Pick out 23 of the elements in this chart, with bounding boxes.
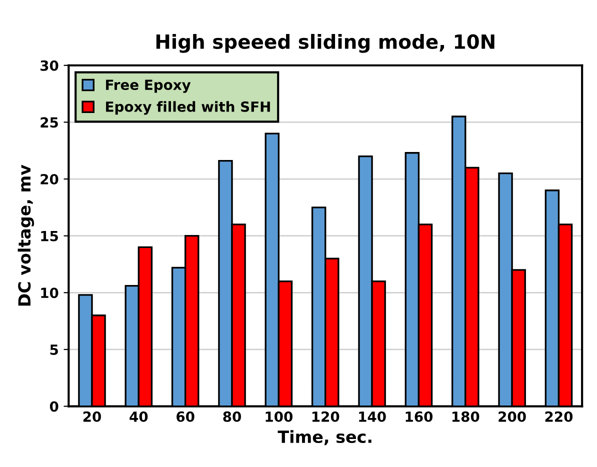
x-tick-label: 200 — [498, 411, 526, 422]
x-tick-label: 100 — [266, 411, 293, 422]
y-axis-title: DC voltage, mv — [18, 164, 34, 306]
x-tick-label: 140 — [359, 411, 386, 422]
x-tick-label: 60 — [176, 411, 194, 422]
y-tick-label: 5 — [50, 344, 58, 355]
x-tick-label: 20 — [83, 411, 101, 422]
y-tick-label: 30 — [40, 60, 58, 71]
x-tick-label: 120 — [312, 411, 340, 422]
y-tick-label: 25 — [40, 117, 58, 128]
x-tick-label: 80 — [223, 411, 242, 422]
y-tick-label: 10 — [41, 288, 58, 298]
x-tick-label: 160 — [406, 411, 433, 422]
legend-label: Epoxy filled with SFH — [106, 101, 270, 115]
legend-label: Free Epoxy — [106, 80, 191, 93]
x-axis-title: Time, sec. — [278, 430, 372, 446]
chart-title: High speeed sliding mode, 10N — [156, 34, 494, 53]
x-tick-label: 220 — [545, 411, 573, 422]
y-tick-label: 20 — [40, 174, 58, 184]
x-tick-label: 180 — [452, 411, 480, 422]
y-tick-label: 0 — [50, 401, 58, 412]
y-tick-label: 15 — [41, 230, 58, 242]
x-tick-label: 40 — [130, 411, 148, 422]
